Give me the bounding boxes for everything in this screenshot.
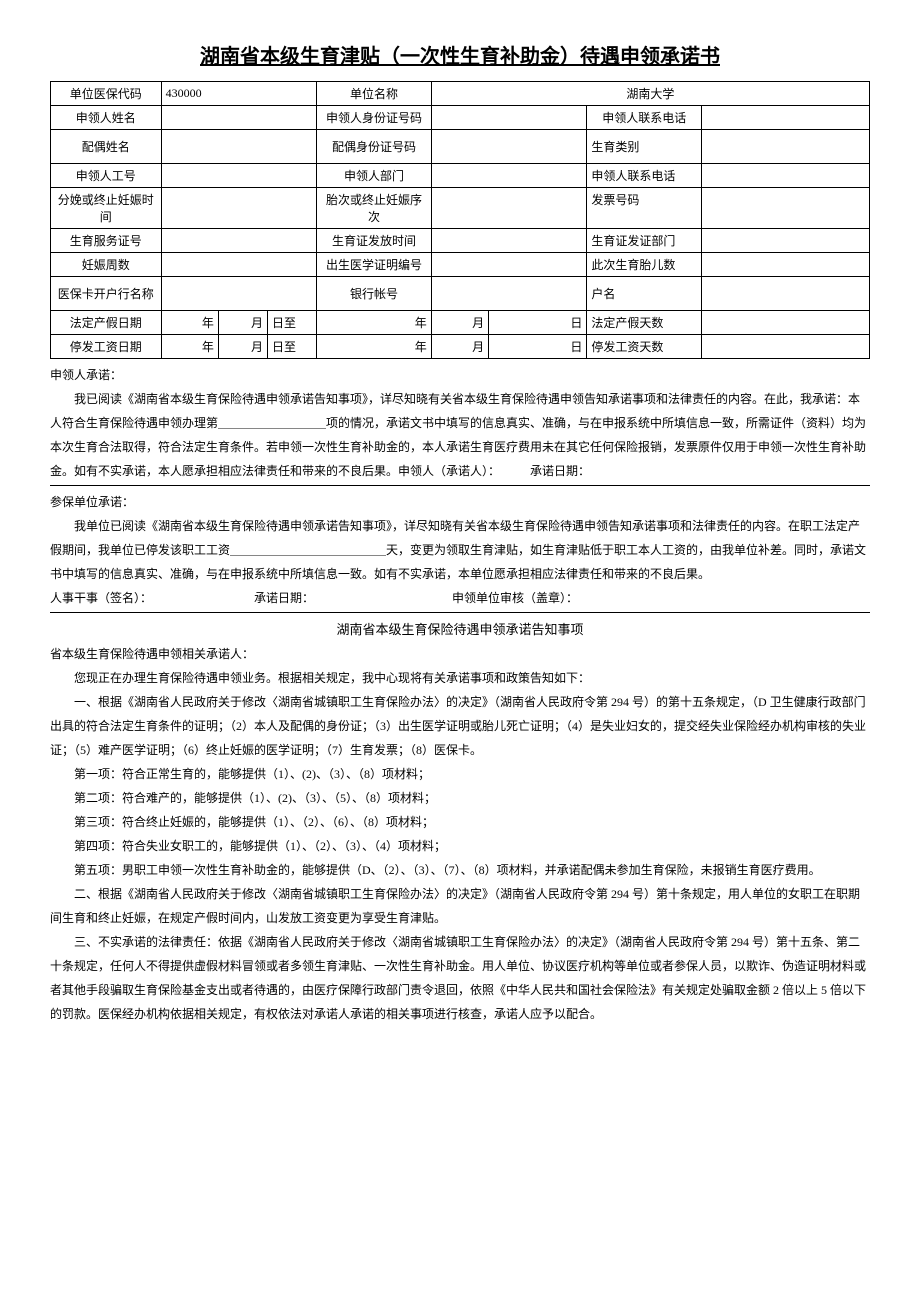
lbl: 户名 (587, 277, 702, 311)
employer-pledge: 参保单位承诺： 我单位已阅读《湖南省本级生育保险待遇申领承诺告知事项》，详尽知晓… (50, 490, 870, 610)
val: 430000 (161, 82, 317, 106)
val: 年 (161, 335, 218, 359)
notice-intro: 您现正在办理生育保险待遇申领业务。根据相关规定，我中心现将有关承诺事项和政策告知… (50, 666, 870, 690)
notice-i5: 第五项：男职工申领一次性生育补助金的，能够提供（D、（2）、（3）、（7）、（8… (50, 858, 870, 882)
lbl: 申领人联系电话 (587, 164, 702, 188)
table-row: 单位医保代码 430000 单位名称 湖南大学 (51, 82, 870, 106)
lbl: 法定产假天数 (587, 311, 702, 335)
table-row: 分娩或终止妊娠时间 胎次或终止妊娠序次 发票号码 (51, 188, 870, 229)
lbl: 医保卡开户行名称 (51, 277, 162, 311)
notice-addr: 省本级生育保险待遇申领相关承诺人： (50, 642, 870, 666)
table-row: 申领人工号 申领人部门 申领人联系电话 (51, 164, 870, 188)
val: 年 (161, 311, 218, 335)
lbl: 生育类别 (587, 130, 702, 164)
val (702, 277, 870, 311)
val: 月 (431, 335, 488, 359)
employer-head: 参保单位承诺： (50, 490, 870, 514)
lbl: 配偶身份证号码 (317, 130, 432, 164)
page-title: 湖南省本级生育津贴（一次性生育补助金）待遇申领承诺书 (50, 40, 870, 69)
notice-body: 省本级生育保险待遇申领相关承诺人： 您现正在办理生育保险待遇申领业务。根据相关规… (50, 642, 870, 1026)
employer-sig: 人事干事（签名）： 承诺日期： 申领单位审核（盖章）： (50, 586, 870, 610)
table-row: 停发工资日期 年 月 日至 年 月 日 停发工资天数 (51, 335, 870, 359)
notice-i4: 第四项：符合失业女职工的，能够提供（1）、（2）、（3）、（4）项材料； (50, 834, 870, 858)
val: 日 (489, 335, 587, 359)
val: 月 (431, 311, 488, 335)
val (431, 188, 587, 229)
lbl: 申领人部门 (317, 164, 432, 188)
lbl: 申领人身份证号码 (317, 106, 432, 130)
lbl: 出生医学证明编号 (317, 253, 432, 277)
lbl: 妊娠周数 (51, 253, 162, 277)
lbl: 此次生育胎儿数 (587, 253, 702, 277)
employer-body: 我单位已阅读《湖南省本级生育保险待遇申领承诺告知事项》，详尽知晓有关省本级生育保… (50, 514, 870, 586)
val (702, 130, 870, 164)
lbl: 银行帐号 (317, 277, 432, 311)
val (161, 277, 317, 311)
notice-p2: 二、根据《湖南省人民政府关于修改〈湖南省城镇职工生育保险办法〉的决定》（湖南省人… (50, 882, 870, 930)
val (702, 253, 870, 277)
val (161, 164, 317, 188)
val (702, 229, 870, 253)
val: 湖南大学 (431, 82, 869, 106)
val (702, 164, 870, 188)
lbl: 生育证发放时间 (317, 229, 432, 253)
table-row: 医保卡开户行名称 银行帐号 户名 (51, 277, 870, 311)
notice-p1: 一、根据《湖南省人民政府关于修改〈湖南省城镇职工生育保险办法〉的决定》（湖南省人… (50, 690, 870, 762)
val (161, 130, 317, 164)
table-row: 生育服务证号 生育证发放时间 生育证发证部门 (51, 229, 870, 253)
val (431, 277, 587, 311)
val (431, 164, 587, 188)
applicant-body: 我已阅读《湖南省本级生育保险待遇申领承诺告知事项》，详尽知晓有关省本级生育保险待… (50, 387, 870, 483)
divider (50, 485, 870, 486)
table-row: 法定产假日期 年 月 日至 年 月 日 法定产假天数 (51, 311, 870, 335)
lbl: 生育证发证部门 (587, 229, 702, 253)
table-row: 配偶姓名 配偶身份证号码 生育类别 (51, 130, 870, 164)
val: 日 (489, 311, 587, 335)
notice-i2: 第二项：符合难产的，能够提供（1）、(2)、（3）、（5）、（8）项材料； (50, 786, 870, 810)
val: 日至 (268, 335, 317, 359)
lbl: 单位名称 (317, 82, 432, 106)
val (161, 106, 317, 130)
val: 月 (218, 311, 267, 335)
val (161, 229, 317, 253)
val (431, 106, 587, 130)
val (161, 188, 317, 229)
lbl: 胎次或终止妊娠序次 (317, 188, 432, 229)
lbl: 申领人工号 (51, 164, 162, 188)
applicant-pledge: 申领人承诺： 我已阅读《湖南省本级生育保险待遇申领承诺告知事项》，详尽知晓有关省… (50, 363, 870, 483)
lbl: 生育服务证号 (51, 229, 162, 253)
lbl: 停发工资日期 (51, 335, 162, 359)
val (702, 106, 870, 130)
lbl: 申领人联系电话 (587, 106, 702, 130)
val (161, 253, 317, 277)
notice-i3: 第三项：符合终止妊娠的，能够提供（1）、（2）、（6）、（8）项材料； (50, 810, 870, 834)
lbl: 分娩或终止妊娠时间 (51, 188, 162, 229)
lbl: 法定产假日期 (51, 311, 162, 335)
table-row: 申领人姓名 申领人身份证号码 申领人联系电话 (51, 106, 870, 130)
val: 日至 (268, 311, 317, 335)
form-table: 单位医保代码 430000 单位名称 湖南大学 申领人姓名 申领人身份证号码 申… (50, 81, 870, 359)
table-row: 妊娠周数 出生医学证明编号 此次生育胎儿数 (51, 253, 870, 277)
val (702, 311, 870, 335)
val (702, 335, 870, 359)
val (431, 253, 587, 277)
val: 年 (317, 311, 432, 335)
val (431, 130, 587, 164)
val (431, 229, 587, 253)
lbl: 发票号码 (587, 188, 702, 229)
lbl: 申领人姓名 (51, 106, 162, 130)
notice-p3: 三、不实承诺的法律责任：依据《湖南省人民政府关于修改〈湖南省城镇职工生育保险办法… (50, 930, 870, 1026)
lbl: 单位医保代码 (51, 82, 162, 106)
divider (50, 612, 870, 613)
val: 年 (317, 335, 432, 359)
lbl: 停发工资天数 (587, 335, 702, 359)
notice-i1: 第一项：符合正常生育的，能够提供（1）、(2)、（3）、（8）项材料； (50, 762, 870, 786)
applicant-head: 申领人承诺： (50, 363, 870, 387)
lbl: 配偶姓名 (51, 130, 162, 164)
val: 月 (218, 335, 267, 359)
notice-title: 湖南省本级生育保险待遇申领承诺告知事项 (50, 619, 870, 638)
val (702, 188, 870, 229)
